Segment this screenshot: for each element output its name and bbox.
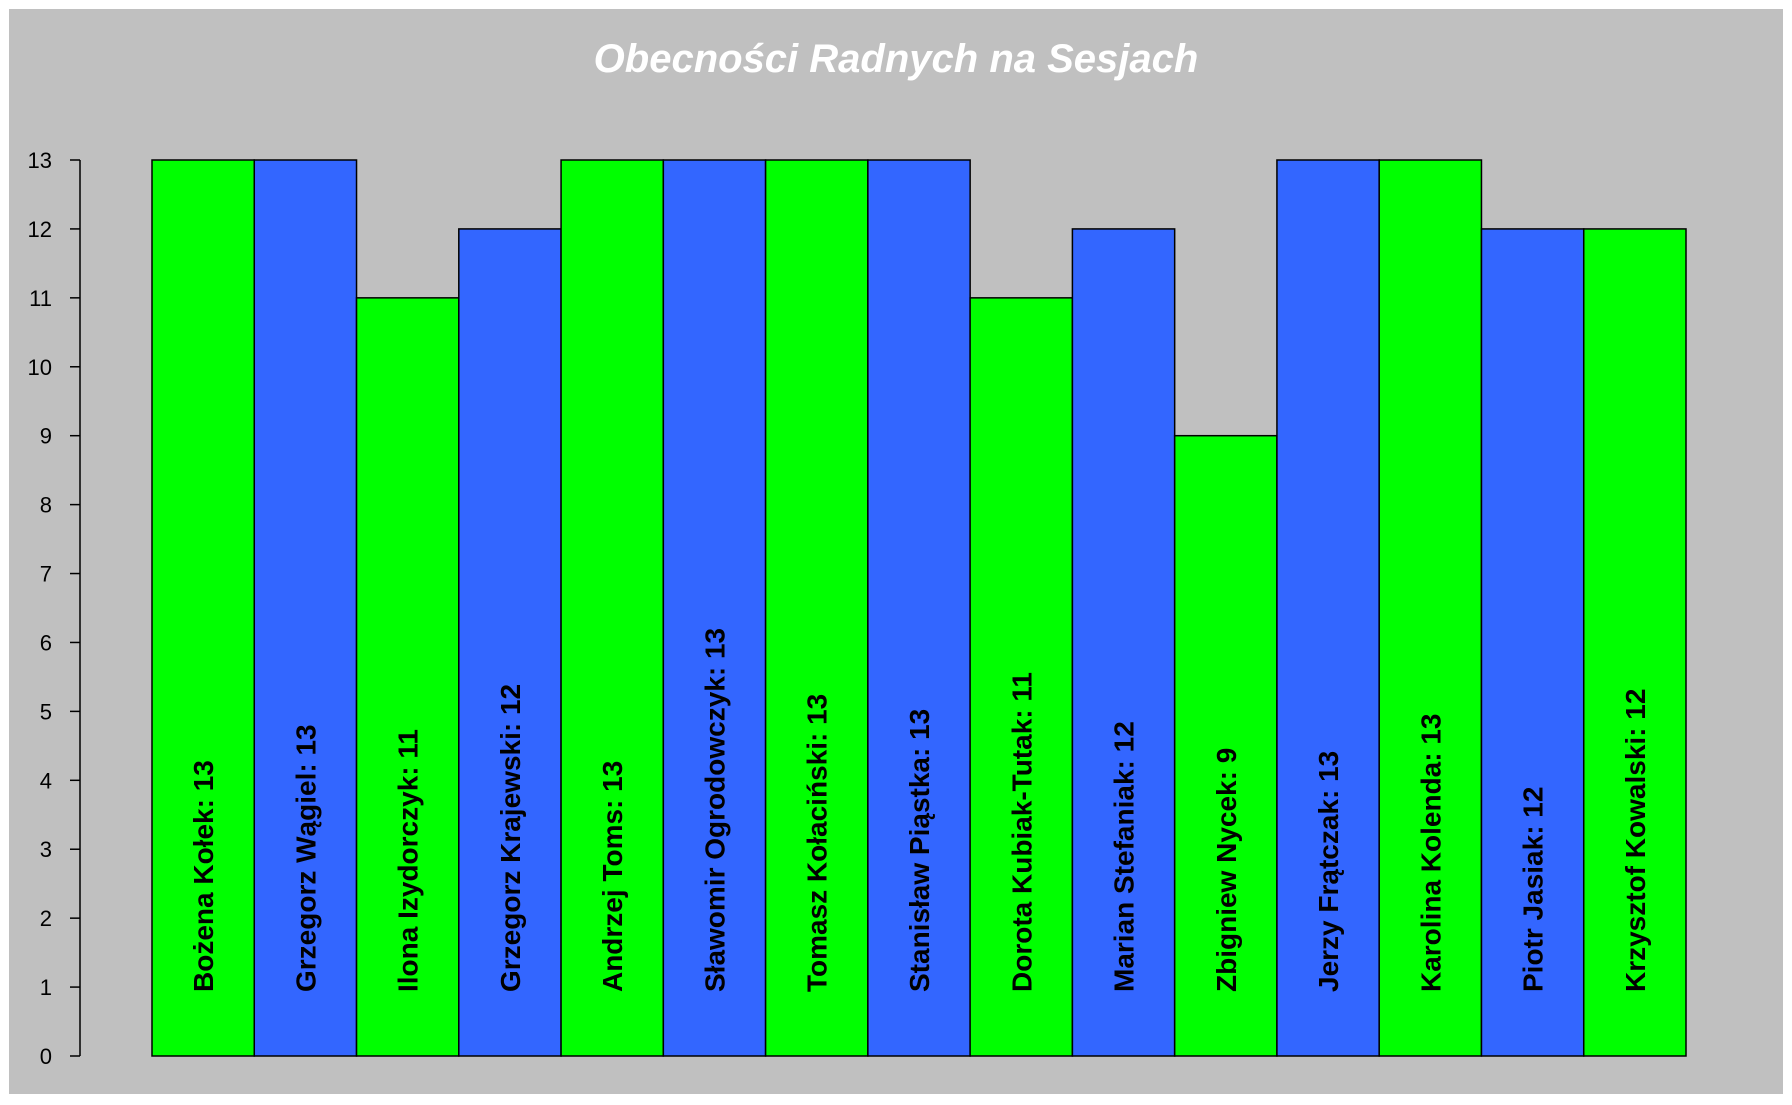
bar-label: Marian Stefaniak: 12	[1109, 721, 1140, 992]
bar	[867, 159, 971, 1057]
y-tick-label: 3	[40, 837, 52, 862]
bar	[151, 159, 256, 1057]
chart-title: Obecności Radnych na Sesjach	[594, 37, 1199, 81]
bar-label: Andrzej Toms: 13	[597, 761, 628, 992]
bar	[1173, 434, 1278, 1057]
bar-label: Ilona Izydorczyk: 11	[393, 729, 424, 992]
bar-label: Dorota Kubiak-Tutak: 11	[1006, 672, 1037, 992]
bars	[151, 159, 1687, 1057]
y-tick-label: 0	[40, 1044, 52, 1069]
bar	[355, 297, 460, 1057]
bar-label: Grzegorz Wągiel: 13	[290, 724, 321, 992]
bar	[1582, 228, 1687, 1057]
y-tick-label: 5	[40, 699, 52, 724]
bar	[1378, 159, 1483, 1057]
bar-label: Zbigniew Nycek: 9	[1211, 748, 1242, 992]
y-tick-label: 9	[40, 424, 52, 449]
bar-labels: Bożena Kołek: 13 Grzegorz Wągiel: 13 Ilona…	[188, 628, 1651, 992]
bar-label: Stanisław Piąstka: 13	[904, 709, 935, 992]
bar-label: Krzysztof Kowalski: 12	[1620, 689, 1651, 992]
y-tick-label: 6	[40, 630, 52, 655]
bar-label: Tomasz Kołaciński: 13	[802, 694, 833, 992]
bar-label: Sławomir Ogrodowczyk: 13	[699, 628, 730, 992]
bar	[1480, 228, 1585, 1057]
bar	[764, 159, 869, 1057]
bar-label: Jerzy Frątczak: 13	[1313, 751, 1344, 992]
bar	[458, 228, 562, 1057]
bar	[253, 159, 358, 1057]
y-tick-label: 10	[28, 355, 52, 380]
y-tick-label: 8	[40, 493, 52, 518]
y-tick-label: 11	[29, 286, 52, 311]
bar-label: Karolina Kolenda: 13	[1415, 713, 1446, 992]
bar	[662, 159, 767, 1057]
y-tick-label: 13	[28, 148, 52, 173]
y-tick-label: 7	[40, 562, 52, 587]
bar	[1071, 228, 1176, 1057]
y-tick-label: 2	[40, 906, 52, 931]
y-tick-label: 12	[28, 217, 52, 242]
bar-label: Bożena Kołek: 13	[188, 760, 219, 992]
bar	[1276, 159, 1380, 1057]
bar-label: Grzegorz Krajewski: 12	[495, 684, 526, 992]
y-tick-label: 4	[40, 768, 52, 793]
bar-label: Piotr Jasiak: 12	[1518, 787, 1549, 992]
y-tick-label: 1	[40, 975, 52, 1000]
